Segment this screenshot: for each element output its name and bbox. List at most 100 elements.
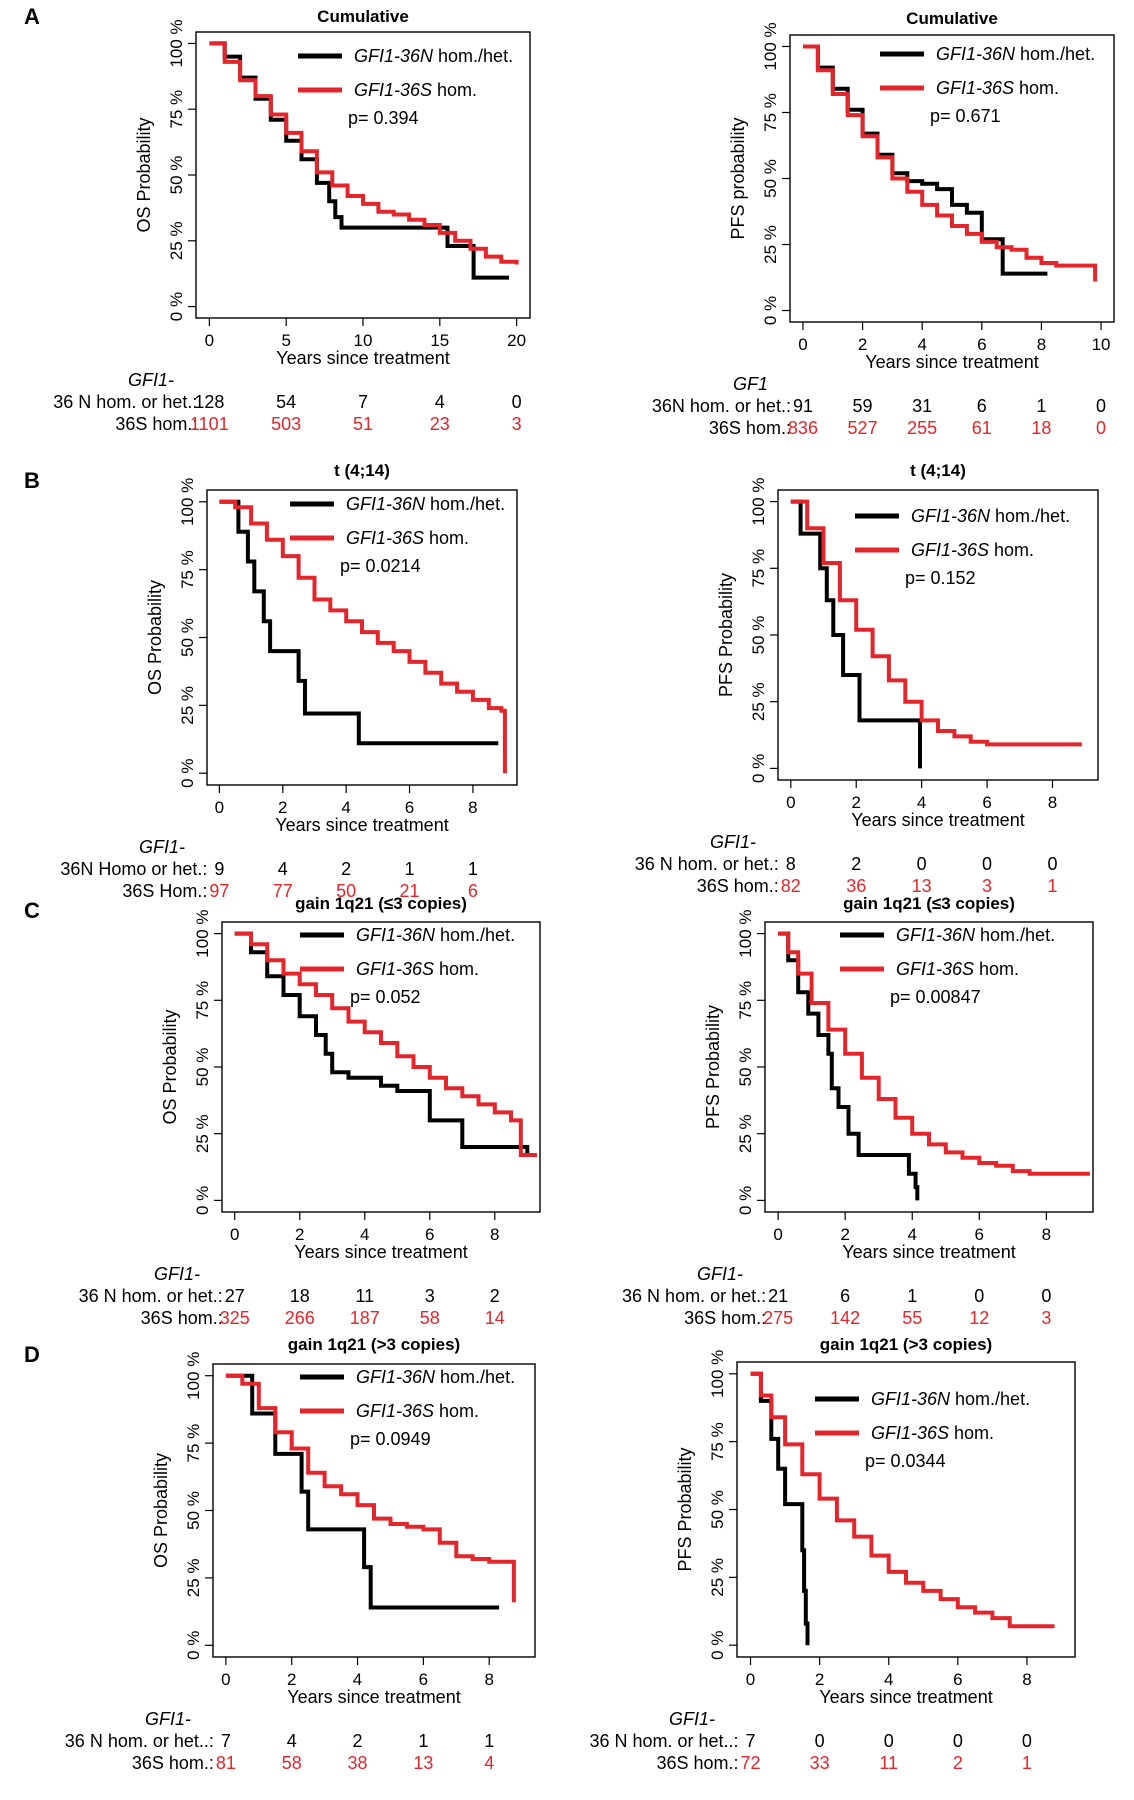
risk-value-36s: 6 (468, 881, 478, 901)
risk-value-36n: 4 (435, 392, 445, 412)
y-tick-label: 50 % (761, 159, 780, 198)
x-axis-label: Years since treatment (842, 1242, 1015, 1262)
risk-table: GFI1-36 N hom. or het..:36S hom.: 7 4 2 1 1 81… (65, 1709, 494, 1773)
chart-title: gain 1q21 (>3 copies) (820, 1335, 992, 1354)
risk-value-36s: 81 (216, 1753, 236, 1773)
legend: GFI1-36N hom./het.GFI1-36S hom.p= 0.052 (300, 925, 515, 1007)
chart-title: gain 1q21 (≤3 copies) (843, 894, 1015, 913)
x-tick-label: 6 (977, 335, 986, 354)
risk-value-36s: 4 (484, 1753, 494, 1773)
x-axis-label: Years since treatment (294, 1242, 467, 1262)
risk-value-36s: 3 (512, 414, 522, 434)
x-tick-label: 2 (858, 335, 867, 354)
risk-row-label-36s: 36S hom.: (115, 414, 197, 434)
risk-value-36s: 61 (972, 418, 992, 438)
x-tick-label: 0 (215, 798, 224, 817)
x-tick-label: 2 (295, 1225, 304, 1244)
x-tick-label: 4 (360, 1225, 369, 1244)
y-tick-label: 25 % (193, 1114, 212, 1153)
y-axis-label: PFS Probability (703, 1005, 723, 1129)
risk-table: GFI1-36 N hom. or het..:36S hom.: 7 0 0 0 0 72… (589, 1709, 1031, 1773)
risk-value-36s: 13 (912, 876, 932, 896)
risk-table: GFI1-36 N hom. or het.:36S hom.:8 2 0 0 082 3… (635, 832, 1058, 896)
legend-suffix-36n: hom./het. (433, 46, 513, 66)
risk-value-36n: 1 (484, 1731, 494, 1751)
legend-gene-36s: GFI1-36S (911, 540, 989, 560)
x-tick-label: 0 (221, 1670, 230, 1689)
y-axis-label: OS Probability (151, 1453, 171, 1568)
y-tick-label: 25 % (708, 1558, 727, 1597)
legend-label-36s: GFI1-36S hom. (936, 78, 1059, 98)
x-tick-label: 2 (287, 1670, 296, 1689)
risk-value-36s: 58 (282, 1753, 302, 1773)
risk-value-36s: 187 (350, 1308, 380, 1328)
risk-row-label-36n: 36 N hom. or het.: (53, 392, 197, 412)
legend-label-36s: GFI1-36S hom. (356, 1401, 479, 1421)
legend-label-36n: GFI1-36N hom./het. (354, 46, 513, 66)
legend: GFI1-36N hom./het.GFI1-36S hom.p= 0.394 (298, 46, 513, 128)
risk-value-36s: 97 (209, 881, 229, 901)
series-line-36s (778, 931, 1090, 1176)
risk-row-label-36n: 36N hom. or het.: (652, 396, 791, 416)
legend-gene-36s: GFI1-36S (356, 1401, 434, 1421)
risk-value-36n: 18 (290, 1286, 310, 1306)
risk-header: GFI1- (697, 1264, 743, 1284)
chart-title: Cumulative (906, 9, 998, 28)
risk-value-36n: 6 (840, 1286, 850, 1306)
risk-value-36n: 4 (287, 1731, 297, 1751)
risk-value-36n: 0 (1022, 1731, 1032, 1751)
y-tick-label: 25 % (749, 682, 768, 721)
y-tick-label: 75 % (178, 550, 197, 589)
x-axis-label: Years since treatment (287, 1687, 460, 1707)
risk-value-36s: 21 (400, 881, 420, 901)
risk-value-36n: 4 (278, 859, 288, 879)
x-tick-label: 6 (953, 1670, 962, 1689)
risk-value-36s: 14 (485, 1308, 505, 1328)
risk-value-36s: 12 (969, 1308, 989, 1328)
legend-gene-36n: GFI1-36N (936, 44, 1016, 64)
chart-title: gain 1q21 (≤3 copies) (295, 894, 467, 913)
legend-gene-36n: GFI1-36N (871, 1389, 951, 1409)
legend-suffix-36s: hom. (989, 540, 1034, 560)
legend-label-36s: GFI1-36S hom. (356, 959, 479, 979)
legend: GFI1-36N hom./het.GFI1-36S hom.p= 0.0214 (290, 494, 505, 576)
risk-value-36s: 0 (1096, 418, 1106, 438)
risk-value-36n: 0 (974, 1286, 984, 1306)
series-line-36n (790, 499, 922, 769)
risk-value-36n: 7 (746, 1731, 756, 1751)
risk-value-36n: 2 (851, 854, 861, 874)
p-value: p= 0.00847 (890, 987, 981, 1007)
risk-value-36s: 58 (420, 1308, 440, 1328)
p-value: p= 0.671 (930, 106, 1001, 126)
y-tick-label: 50 % (736, 1048, 755, 1087)
y-tick-label: 100 % (184, 1352, 203, 1400)
risk-value-36s: 325 (220, 1308, 250, 1328)
x-tick-label: 2 (840, 1225, 849, 1244)
risk-header: GFI1- (710, 832, 756, 852)
risk-row-label-36n: 36 N hom. or het..: (65, 1731, 214, 1751)
risk-value-36s: 55 (902, 1308, 922, 1328)
legend-suffix-36n: hom./het. (435, 925, 515, 945)
chart-c-right: gain 1q21 (≤3 copies) 0 2 4 6 8 Years since tr… (622, 894, 1094, 1328)
y-axis-label: PFS Probability (675, 1447, 695, 1571)
risk-table: GFI1-36 N hom. or het.:36S hom.:21 6 1 0 0 27… (622, 1264, 1051, 1328)
legend-gene-36s: GFI1-36S (346, 528, 424, 548)
y-tick-label: 0 % (708, 1631, 727, 1660)
risk-row-label-36s: 36S hom.: (656, 1753, 738, 1773)
risk-value-36s: 1 (1022, 1753, 1032, 1773)
y-tick-label: 50 % (193, 1048, 212, 1087)
risk-row-label-36s: 36S hom.: (132, 1753, 214, 1773)
panel-letter-d: D (24, 1342, 40, 1367)
risk-value-36n: 31 (912, 396, 932, 416)
series-line-36s (750, 1371, 1055, 1629)
risk-value-36s: 836 (788, 418, 818, 438)
y-tick-label: 25 % (167, 221, 186, 260)
chart-title: t (4;14) (334, 461, 390, 480)
risk-value-36n: 1 (418, 1731, 428, 1751)
x-tick-label: 8 (484, 1670, 493, 1689)
x-tick-label: 4 (908, 1225, 917, 1244)
risk-row-label-36s: 36S hom.: (697, 876, 779, 896)
y-tick-label: 25 % (736, 1114, 755, 1153)
series-line-36n (225, 1373, 500, 1610)
